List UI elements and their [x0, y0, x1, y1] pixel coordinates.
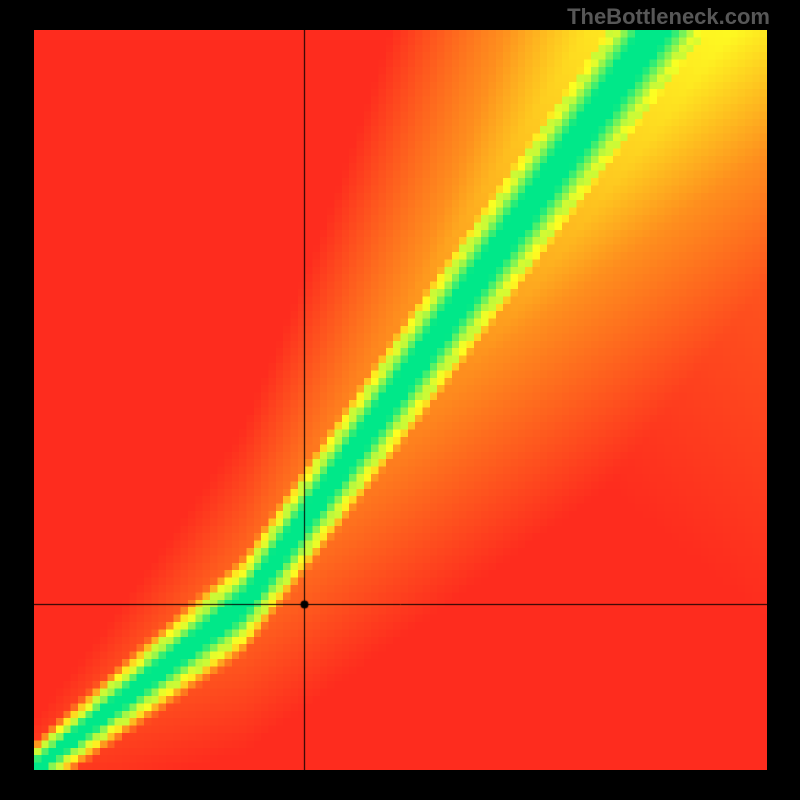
bottleneck-heatmap	[34, 30, 767, 770]
attribution-label: TheBottleneck.com	[567, 4, 770, 30]
chart-root: TheBottleneck.com	[0, 0, 800, 800]
